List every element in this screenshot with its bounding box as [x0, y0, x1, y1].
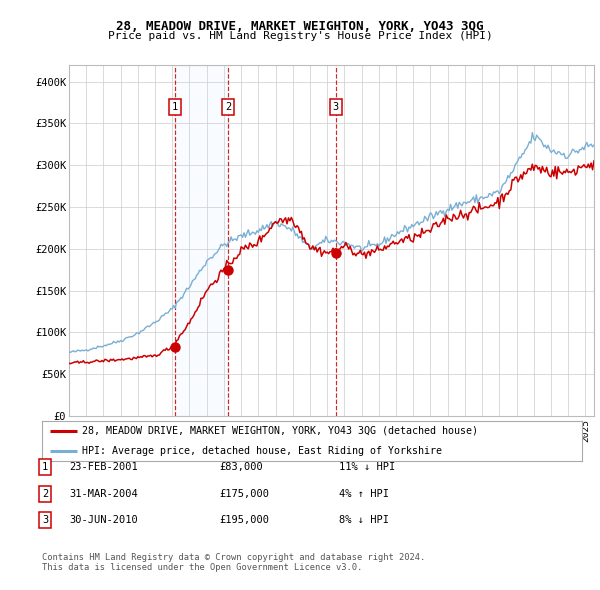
- Text: 3: 3: [332, 101, 339, 112]
- Text: 31-MAR-2004: 31-MAR-2004: [69, 489, 138, 499]
- Text: 1: 1: [172, 101, 178, 112]
- Text: £195,000: £195,000: [219, 516, 269, 525]
- Text: £175,000: £175,000: [219, 489, 269, 499]
- Text: HPI: Average price, detached house, East Riding of Yorkshire: HPI: Average price, detached house, East…: [83, 446, 443, 456]
- Text: Price paid vs. HM Land Registry's House Price Index (HPI): Price paid vs. HM Land Registry's House …: [107, 31, 493, 41]
- Text: 2: 2: [42, 489, 48, 499]
- Text: 30-JUN-2010: 30-JUN-2010: [69, 516, 138, 525]
- Text: 4% ↑ HPI: 4% ↑ HPI: [339, 489, 389, 499]
- Text: 3: 3: [42, 516, 48, 525]
- Text: 1: 1: [42, 463, 48, 472]
- Text: 23-FEB-2001: 23-FEB-2001: [69, 463, 138, 472]
- Text: £83,000: £83,000: [219, 463, 263, 472]
- Text: 28, MEADOW DRIVE, MARKET WEIGHTON, YORK, YO43 3QG (detached house): 28, MEADOW DRIVE, MARKET WEIGHTON, YORK,…: [83, 426, 479, 436]
- Bar: [175, 65, 228, 416]
- Text: 11% ↓ HPI: 11% ↓ HPI: [339, 463, 395, 472]
- Text: 8% ↓ HPI: 8% ↓ HPI: [339, 516, 389, 525]
- Text: 2: 2: [225, 101, 232, 112]
- Text: Contains HM Land Registry data © Crown copyright and database right 2024.
This d: Contains HM Land Registry data © Crown c…: [42, 553, 425, 572]
- Text: 28, MEADOW DRIVE, MARKET WEIGHTON, YORK, YO43 3QG: 28, MEADOW DRIVE, MARKET WEIGHTON, YORK,…: [116, 20, 484, 33]
